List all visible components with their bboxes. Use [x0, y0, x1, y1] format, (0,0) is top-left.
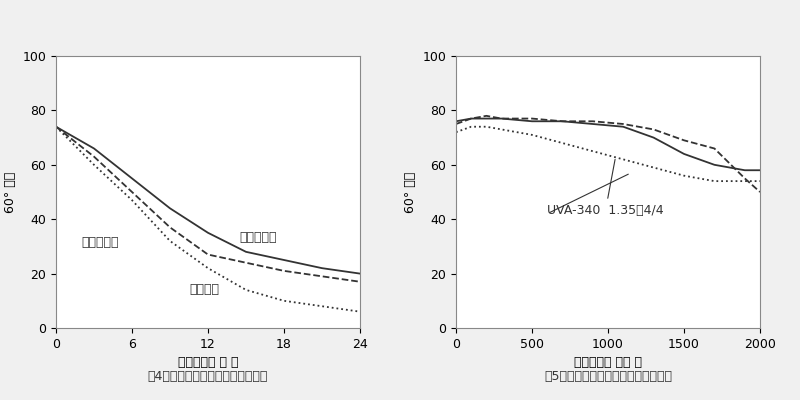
Y-axis label: 60° 光泽: 60° 光泽 [404, 171, 417, 213]
Text: 俣亥俣州: 俣亥俣州 [189, 283, 219, 296]
Text: 亚利桑那州: 亚利桑那州 [240, 231, 277, 244]
Text: 佛罗里达州: 佛罗里达州 [82, 236, 119, 250]
X-axis label: 曝晓时间（ 小时 ）: 曝晓时间（ 小时 ） [574, 356, 642, 369]
Y-axis label: 60° 光泽: 60° 光泽 [4, 171, 17, 213]
Text: 图4－乙烯基聚合物薤膜、户外老化: 图4－乙烯基聚合物薤膜、户外老化 [148, 370, 268, 382]
Text: 图5－乙烯基聚合物薤膜、实验室老化: 图5－乙烯基聚合物薤膜、实验室老化 [544, 370, 672, 382]
X-axis label: 曝晓时间（ 月 ）: 曝晓时间（ 月 ） [178, 356, 238, 369]
Text: UVA-340  1.35，4/4: UVA-340 1.35，4/4 [547, 159, 664, 217]
